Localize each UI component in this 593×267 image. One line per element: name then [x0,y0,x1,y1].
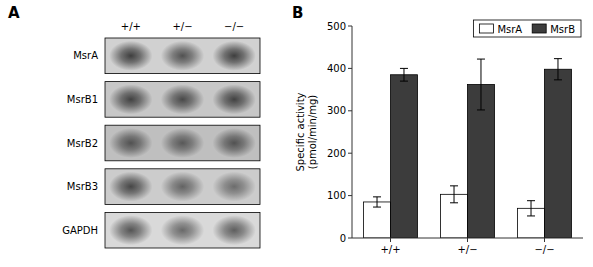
row-label: GAPDH [62,225,98,236]
y-axis-label: Specific activity(pmol/min/mg) [295,92,318,171]
error-bar [373,197,381,207]
error-cap [527,200,535,201]
label-line: Specific activity [295,92,306,171]
band [109,172,152,202]
error-line [454,186,455,203]
band [161,128,204,158]
band [161,215,204,245]
error-cap [373,196,381,197]
y-tick-label: 400 [327,63,346,74]
error-line [377,197,378,207]
error-line [403,68,404,81]
band [212,172,255,202]
blot-frame [105,212,260,248]
x-tick-label: +/− [457,244,477,255]
band [161,84,204,114]
blot-background [105,38,260,74]
blot-frame [105,125,260,161]
legend-label: MsrA [497,24,522,35]
row-label: MsrB1 [67,94,98,105]
legend-swatch [479,24,493,33]
bars [364,59,572,238]
band [161,172,204,202]
error-cap [400,81,408,82]
error-cap [477,59,485,60]
row-label: MsrB2 [67,138,98,149]
y-tick-label: 500 [327,21,346,32]
band [109,84,152,114]
error-cap [373,207,381,208]
y-tick-label: 0 [340,233,346,244]
column-label: −/− [224,21,244,32]
error-bar [450,186,458,203]
column-label: +/− [172,21,192,32]
legend: MsrA MsrB [473,20,581,37]
band [109,128,152,158]
y-tick [348,195,352,196]
bar [545,69,572,238]
row-label: MsrB3 [67,181,98,192]
x-tick [544,238,545,242]
y-tick-label: 300 [327,105,346,116]
error-line [531,201,532,216]
error-bar [477,59,485,110]
band [212,41,255,71]
band [212,215,255,245]
blot-background [105,82,260,118]
column-label: +/+ [121,21,141,32]
band [212,84,255,114]
error-cap [450,185,458,186]
x-tick [390,238,391,242]
bar [364,202,391,238]
legend-frame [473,20,581,37]
y-tick [348,110,352,111]
panel-label: B [292,4,303,22]
label-line: (pmol/min/mg) [307,95,318,170]
x-tick-label: +/+ [380,244,400,255]
figure: A +/+ +/− −/− MsrA MsrB1 MsrB2 MsrB3 GAPDH B Speci… [0,0,593,267]
error-bar [527,201,535,216]
error-line [557,59,558,80]
error-cap [400,68,408,69]
band [212,128,255,158]
y-tick-label: 100 [327,190,346,201]
row-label: MsrA [73,50,98,61]
y-tick [348,26,352,27]
blot-background [105,125,260,161]
blot-panel: A +/+ +/− −/− MsrA MsrB1 MsrB2 MsrB3 GAPDH [8,4,260,248]
error-cap [450,202,458,203]
blot-frame [105,38,260,74]
blot-frame [105,169,260,205]
y-tick [348,153,352,154]
error-cap [527,215,535,216]
band [109,215,152,245]
x-tick-label: −/− [534,244,554,255]
y-tick [348,238,352,239]
y-tick [348,68,352,69]
blot-background [105,212,260,248]
legend-swatch [532,24,546,33]
error-cap [554,58,562,59]
band [109,41,152,71]
error-line [480,59,481,110]
error-bar [554,59,562,80]
legend-label: MsrB [550,24,575,35]
bar [391,75,418,238]
band [161,41,204,71]
blot-frame [105,82,260,118]
error-cap [477,109,485,110]
x-tick [467,238,468,242]
blot-background [105,169,260,205]
panel-label: A [8,4,20,22]
y-tick-label: 200 [327,148,346,159]
error-bar [400,68,408,81]
error-cap [554,79,562,80]
y-axis [352,26,353,238]
bar-panel: B Specific activity(pmol/min/mg) 0 100 200 30… [292,4,583,255]
